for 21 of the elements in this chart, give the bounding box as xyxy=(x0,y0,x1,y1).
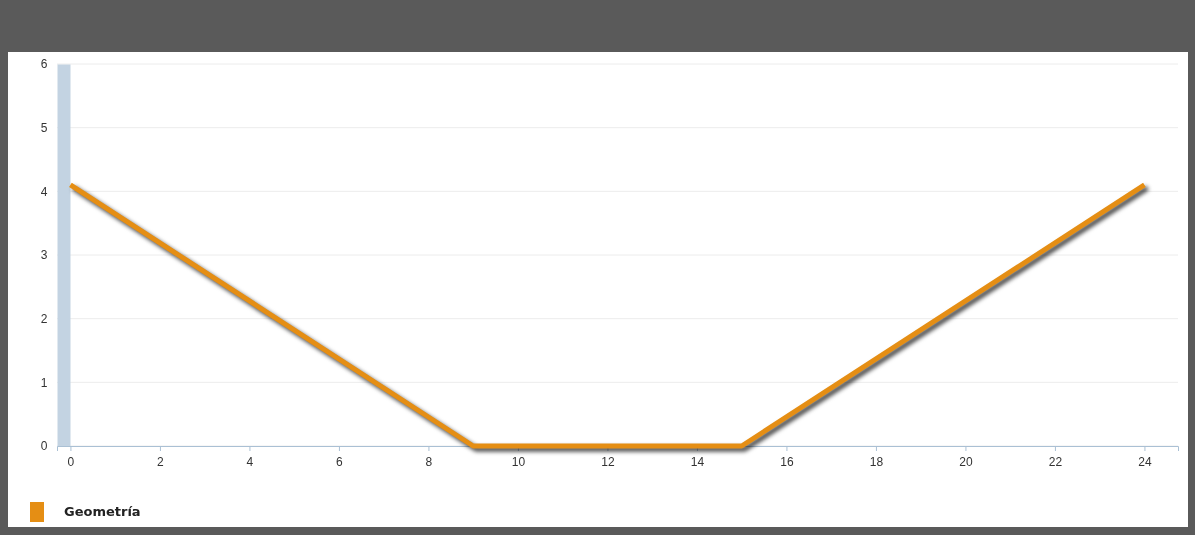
y-tick-label: 0 xyxy=(40,439,48,454)
y-tick-label: 3 xyxy=(40,248,48,263)
x-tick-label: 20 xyxy=(959,454,973,469)
x-tick-label: 6 xyxy=(336,454,344,469)
x-tick-label: 22 xyxy=(1048,454,1063,469)
x-tick-label: 4 xyxy=(246,454,254,469)
x-tick-label: 8 xyxy=(425,454,433,469)
x-tick-label: 24 xyxy=(1138,454,1152,469)
y-tick-label: 5 xyxy=(40,121,48,136)
legend-label: Geometría xyxy=(64,504,141,519)
x-tick-label: 18 xyxy=(869,454,884,469)
x-tick-label: 10 xyxy=(511,454,526,469)
y-tick-label: 1 xyxy=(40,375,48,390)
x-tick-label: 0 xyxy=(67,454,75,469)
x-tick-label: 14 xyxy=(690,454,705,469)
x-tick-label: 2 xyxy=(157,454,165,469)
x-tick-label: 12 xyxy=(601,454,615,469)
y-tick-label: 2 xyxy=(40,312,48,327)
x-tick-label: 16 xyxy=(780,454,794,469)
y-tick-label: 6 xyxy=(40,57,48,72)
y-tick-label: 4 xyxy=(40,184,48,199)
